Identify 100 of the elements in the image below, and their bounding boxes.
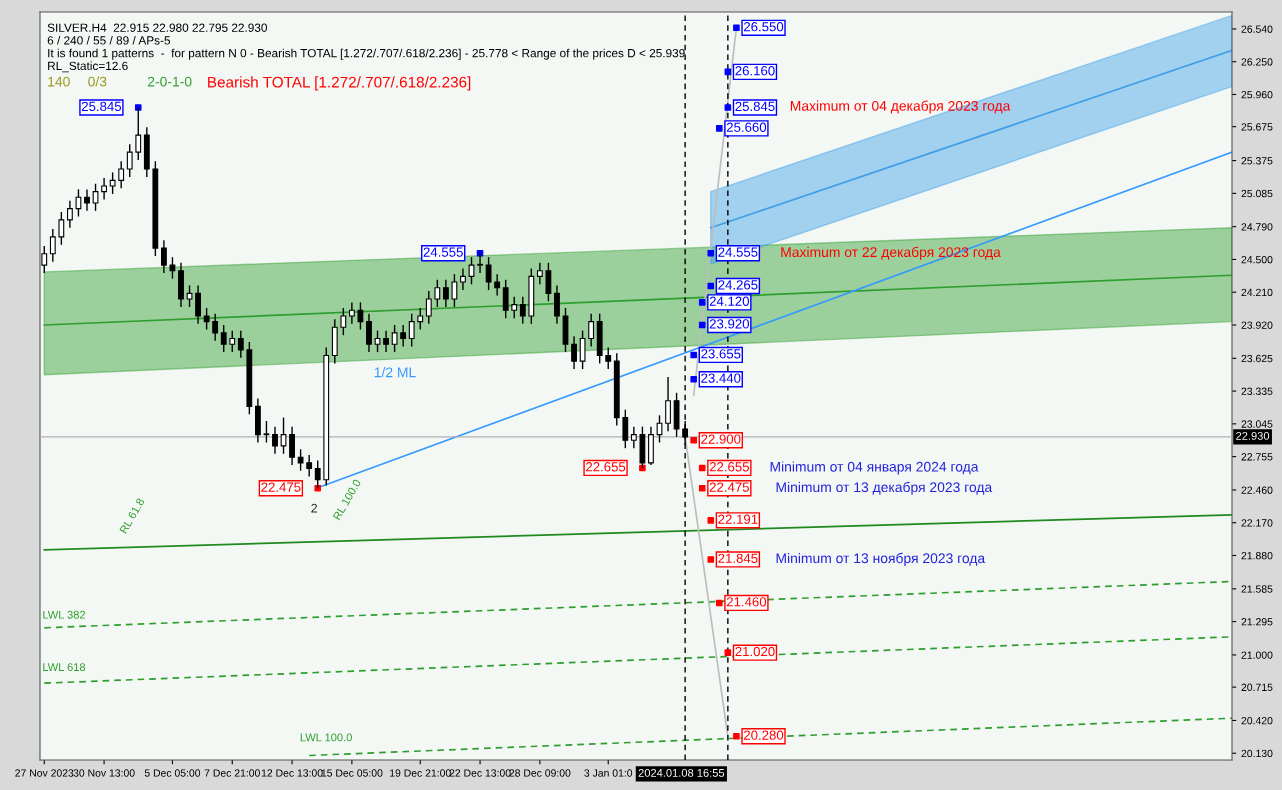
point (698, 299, 706, 306)
candlestick (357, 301, 364, 331)
x-tick-label: 15 Dec 05:00 (321, 769, 383, 777)
candlestick (425, 290, 432, 325)
candlestick (442, 279, 449, 308)
x-tick-label: 28 Dec 09:00 (509, 769, 571, 777)
y-tick-label: 20.420 (1241, 716, 1273, 725)
annotation: LWL 100.0 (300, 733, 352, 742)
candlestick (280, 416, 287, 455)
y-tick-label: 25.675 (1241, 123, 1273, 131)
candlestick (536, 262, 543, 286)
point (707, 282, 715, 290)
candlestick (571, 335, 577, 370)
x-tick-label: 5 Dec 05:00 (144, 769, 201, 777)
candlestick (118, 160, 125, 189)
candlestick (494, 273, 501, 297)
annotation: SILVER.H4 22.915 22.980 22.795 22.930 (47, 23, 268, 32)
candlestick (477, 252, 483, 274)
annotation: LWL 618 (43, 663, 86, 672)
point (698, 321, 706, 329)
candlestick (58, 211, 65, 246)
candlestick (263, 420, 270, 444)
y-tick-label: 20.715 (1241, 683, 1273, 691)
candlestick (314, 459, 321, 489)
point (314, 484, 321, 492)
candlestick (511, 296, 518, 319)
point (724, 104, 732, 111)
y-tick-label: 23.045 (1241, 420, 1273, 428)
data-label: 23.655 (701, 349, 741, 359)
data-label: 23.440 (701, 373, 741, 383)
annotation: RL_Static=12.6 (48, 61, 128, 73)
point (707, 249, 715, 257)
x-tick-label: 19 Dec 21:00 (390, 769, 451, 777)
y-tick-label: 26.250 (1241, 58, 1273, 66)
point (639, 464, 646, 472)
candlestick (348, 301, 355, 325)
data-label: 21.845 (718, 553, 758, 563)
y-tick-label: 24.500 (1241, 255, 1273, 264)
candlestick (135, 106, 142, 161)
data-label: 24.555 (718, 247, 758, 257)
candlestick (460, 267, 466, 291)
annotation: Maximum от 22 декабря 2023 года (781, 246, 1001, 260)
data-label: 25.845 (81, 101, 122, 112)
data-label: 25.660 (726, 122, 767, 132)
point (716, 599, 723, 607)
candlestick (485, 256, 492, 291)
annotation: LWL 382 (43, 610, 86, 619)
annotation: 2-0-1-0 (147, 76, 192, 87)
annotation: Minimum от 04 января 2024 года (770, 461, 979, 475)
point (733, 24, 740, 32)
x-tick-label: 12 Dec 13:00 (261, 769, 323, 777)
candlestick (579, 329, 586, 370)
candlestick (75, 188, 82, 218)
y-tick-label: 21.000 (1241, 651, 1273, 659)
y-tick-label: 23.335 (1241, 387, 1273, 395)
candlestick (545, 262, 552, 302)
candlestick (220, 324, 227, 353)
x-tick-label: 27 Nov 2023 (15, 769, 74, 777)
candlestick (451, 273, 458, 308)
data-label: 22.475 (261, 482, 301, 492)
data-label: 22.475 (709, 482, 749, 492)
candlestick (126, 143, 133, 178)
candlestick (434, 279, 441, 308)
y-tick-label: 21.880 (1241, 551, 1273, 560)
candlestick (195, 284, 201, 325)
y-tick-label: 26.540 (1241, 25, 1273, 33)
candlestick (186, 284, 193, 308)
candlestick (289, 425, 295, 466)
annotation: Maximum от 04 декабря 2023 года (790, 100, 1011, 114)
data-label: 22.655 (709, 462, 749, 472)
data-label: 21.020 (735, 646, 775, 657)
candlestick (212, 312, 219, 342)
annotation: 140 (48, 76, 70, 87)
data-label: 22.191 (718, 514, 758, 524)
candlestick (67, 199, 73, 229)
point (698, 484, 706, 492)
candlestick (400, 324, 407, 348)
ref-line-label: 22.930 (1236, 431, 1270, 440)
annotation: 6 / 240 / 55 / 89 / APs-5 (47, 35, 171, 45)
x-tick-label: 22 Dec 13:00 (449, 769, 511, 777)
data-label: 26.550 (744, 22, 784, 32)
data-label: 22.900 (701, 434, 741, 444)
candlestick (391, 324, 398, 353)
data-label: 21.460 (726, 597, 767, 607)
candlestick (229, 329, 236, 353)
candlestick (297, 448, 304, 472)
data-label: 23.920 (709, 319, 750, 329)
candlestick (630, 425, 637, 449)
point (707, 556, 715, 563)
data-label: 20.280 (744, 730, 784, 740)
candlestick (160, 239, 167, 274)
data-label: 22.655 (586, 462, 626, 472)
y-tick-label: 22.460 (1241, 486, 1273, 494)
candlestick (169, 256, 176, 280)
point (707, 517, 715, 524)
x-tick-label: 3 Jan 01:0 (584, 769, 633, 777)
candlestick (588, 312, 595, 348)
point (716, 125, 723, 132)
y-tick-label: 25.375 (1241, 157, 1273, 165)
y-tick-label: 22.755 (1241, 453, 1273, 461)
